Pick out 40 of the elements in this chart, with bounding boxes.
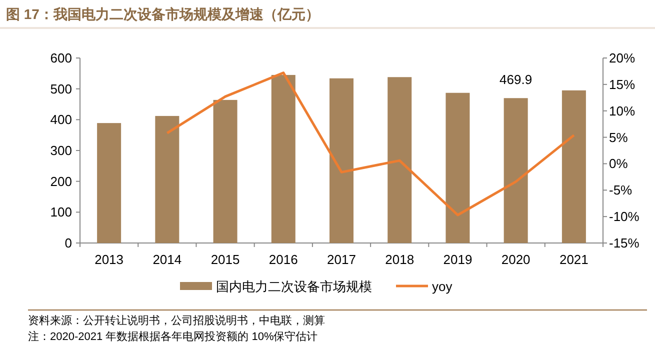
y-tick-label: 300 [50,143,72,158]
y-tick-label: 500 [50,81,72,96]
bar [271,74,296,243]
bar [213,100,238,243]
bar [446,92,470,243]
chart-title: 图 17：我国电力二次设备市场规模及增速（亿元） [6,6,320,22]
text: 注：2020-2021 年数据根据各年电网投资额的 10%保守估计 [28,330,318,343]
bar [97,123,122,243]
bar [388,77,412,243]
y2-tick-label: -15% [609,236,640,250]
y-tick-label: 100 [50,204,72,220]
x-tick-label: 2013 [94,252,124,267]
x-tick-label: 2015 [210,252,240,267]
x-tick-label: 2019 [443,252,472,267]
y-tick-label: 400 [50,112,72,128]
y-tick-label: 600 [50,50,72,66]
legend-label: yoy [432,279,453,294]
y-tick-label: 200 [50,174,72,189]
bar [155,116,180,243]
y2-tick-label: 0% [609,156,628,172]
text: 资料来源：公开转让说明书，公司招股说明书，中电联，测算 [28,314,325,327]
bar [504,98,528,243]
x-tick-label: 2021 [559,252,588,267]
x-tick-label: 2014 [152,252,182,267]
y2-tick-label: -5% [609,182,633,198]
x-tick-label: 2020 [501,252,530,267]
x-tick-label: 2016 [268,252,298,267]
x-tick-label: 2017 [327,252,356,267]
y2-tick-label: 15% [609,76,636,92]
y-tick-label: 0 [64,236,72,250]
bar [330,78,354,243]
line-series [166,72,576,216]
legend-label: 国内电力二次设备市场规模 [216,279,372,294]
y2-tick-label: 10% [609,103,636,118]
bar [562,90,586,243]
y2-tick-label: 20% [609,50,636,66]
y2-tick-label: -10% [609,209,640,224]
y2-tick-label: 5% [609,130,628,145]
data-label: 469.9 [500,72,532,88]
x-tick-label: 2018 [385,252,414,267]
